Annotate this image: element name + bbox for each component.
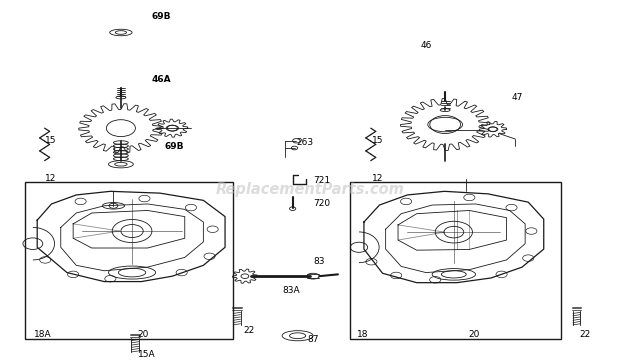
Bar — [350, 182, 561, 339]
Text: 22: 22 — [580, 330, 591, 339]
Text: 263: 263 — [296, 138, 314, 147]
Text: 83: 83 — [313, 257, 325, 266]
Text: 20: 20 — [468, 330, 479, 339]
Text: 12: 12 — [45, 174, 56, 183]
Text: ReplacementParts.com: ReplacementParts.com — [216, 182, 404, 197]
Text: 87: 87 — [307, 335, 319, 344]
Text: 12: 12 — [372, 174, 383, 183]
Text: 720: 720 — [313, 200, 330, 208]
Text: 18: 18 — [356, 330, 368, 339]
Text: 20: 20 — [138, 330, 149, 339]
Text: 15: 15 — [372, 136, 384, 145]
Text: 69B: 69B — [152, 12, 171, 21]
Text: 18A: 18A — [34, 330, 51, 339]
Text: 83A: 83A — [282, 286, 299, 295]
Text: 47: 47 — [512, 93, 523, 102]
Bar — [25, 182, 233, 339]
Text: 15: 15 — [45, 136, 57, 145]
Text: 22: 22 — [244, 326, 255, 335]
Text: 46A: 46A — [152, 75, 172, 84]
Text: 15A: 15A — [138, 350, 155, 359]
Text: 69B: 69B — [164, 142, 184, 151]
Text: 721: 721 — [313, 176, 330, 185]
Text: 46: 46 — [420, 41, 432, 49]
